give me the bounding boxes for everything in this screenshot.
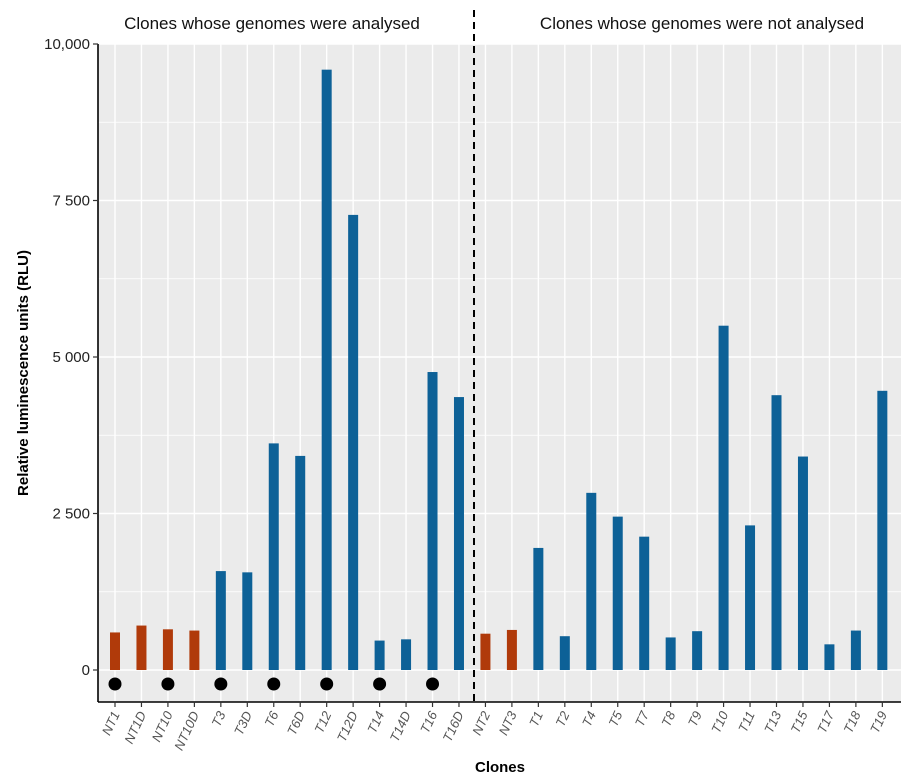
x-tick-label: NT10D [171,709,202,753]
markers [108,677,440,691]
x-tick-label: T3 [209,708,229,729]
marker-dot-T12 [320,677,334,691]
bar-T12 [321,69,332,670]
x-tick-label: T13 [761,708,784,735]
marker-dot-T16 [426,677,440,691]
x-tick-label: NT1D [121,709,149,746]
panel-label-left: Clones whose genomes were analysed [124,14,420,33]
bar-T3D [242,572,253,670]
x-tick-label: T16D [440,709,467,744]
x-tick-label: NT2 [469,708,493,737]
bars [110,69,888,670]
marker-dot-T14 [373,677,387,691]
bar-T10 [718,325,729,670]
bar-T15 [797,456,808,670]
x-tick-label: T12D [334,709,361,744]
y-tick-label: 0 [82,662,90,679]
x-tick-label: T18 [841,708,864,735]
x-tick-label: T5 [605,708,625,729]
bar-NT3 [506,629,517,670]
bar-T6D [295,455,306,670]
marker-dot-T6 [267,677,281,691]
marker-dot-NT1 [108,677,122,691]
bar-T14 [374,640,385,670]
bar-T9 [692,631,703,670]
x-tick-label: T3D [231,709,255,738]
x-tick-label: NT3 [496,708,520,737]
x-tick-label: T6D [284,709,308,738]
x-tick-label: NT1 [99,709,123,738]
x-tick-label: T2 [553,708,573,729]
bar-T19 [877,390,888,670]
x-tick-label: T6 [261,708,281,729]
x-tick-label: T8 [658,708,678,729]
bar-NT2 [480,633,491,670]
bar-NT1D [136,625,147,670]
x-tick-label: T14D [387,709,414,744]
x-tick-label: T10 [708,708,731,735]
panel-label-right: Clones whose genomes were not analysed [540,14,864,33]
bar-T16 [427,372,438,670]
bar-T18 [850,630,861,670]
y-axis-title: Relative luminescence units (RLU) [15,250,32,496]
bar-T13 [771,395,782,670]
x-axis-title: Clones [475,759,525,776]
bar-T14D [401,639,412,670]
y-tick-label: 5 000 [52,349,90,366]
x-tick-label: T4 [579,709,599,729]
x-tick-label: T14 [364,709,387,736]
bar-T17 [824,644,835,670]
x-tick-label: T11 [735,709,758,735]
y-tick-label: 7 500 [52,193,90,210]
y-axis-ticks: 0 2 500 5 000 7 500 10,000 [44,36,98,679]
bar-NT1 [110,632,120,670]
x-tick-label: T19 [867,709,890,736]
marker-dot-T3 [214,677,228,691]
bar-T1 [533,547,544,670]
x-tick-label: T9 [685,709,705,729]
bar-T7 [639,536,650,670]
bar-T2 [559,636,570,670]
marker-dot-NT10 [161,677,175,691]
bar-T3 [215,571,226,670]
bar-T6 [268,443,279,670]
y-tick-label: 10,000 [44,36,90,53]
x-tick-label: T7 [632,708,652,729]
bar-T12D [348,214,359,670]
x-tick-label: T1 [526,709,546,729]
bar-NT10D [189,630,200,670]
x-tick-label: T12 [311,708,334,735]
bar-T5 [612,516,623,670]
bar-T4 [586,492,597,670]
y-tick-label: 2 500 [52,506,90,523]
bar-T16D [453,397,464,670]
bar-T11 [745,525,756,670]
x-tick-label: NT10 [149,708,176,744]
plot-panel [98,44,901,702]
bar-T8 [665,637,676,670]
bar-NT10 [162,629,173,670]
x-tick-label: T15 [788,708,811,735]
x-tick-label: T17 [814,708,837,735]
x-tick-label: T16 [417,708,440,735]
